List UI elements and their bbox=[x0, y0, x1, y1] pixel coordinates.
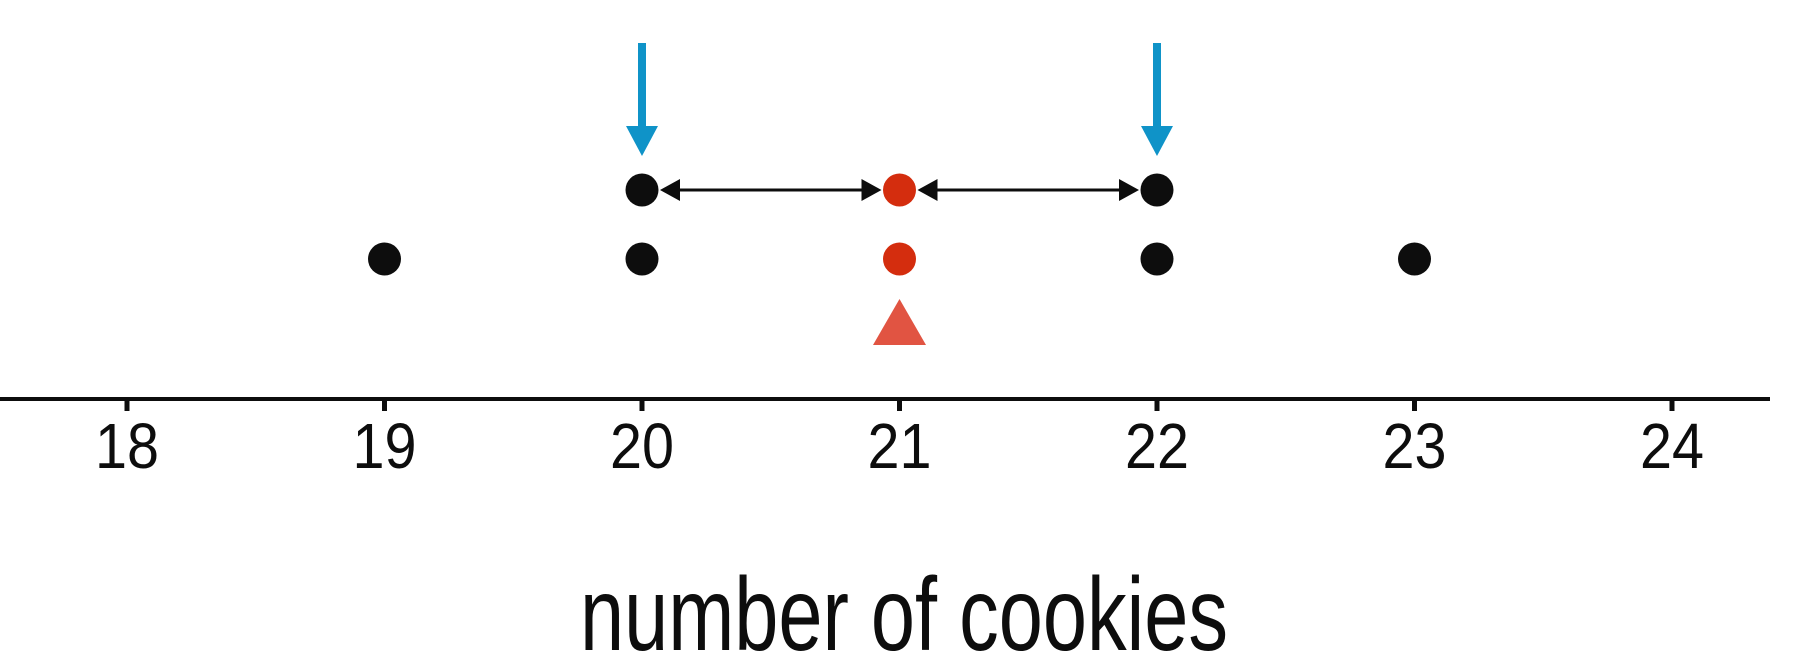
x-axis-tick-label: 18 bbox=[95, 410, 159, 482]
data-dots-group bbox=[368, 173, 1431, 276]
blue-down-arrow-icon bbox=[1141, 43, 1173, 156]
distance-arrow bbox=[660, 179, 882, 201]
blue-down-arrow-icon bbox=[626, 43, 658, 156]
distance-arrow-left-head bbox=[660, 179, 680, 201]
blue-down-arrows-group bbox=[626, 43, 1173, 156]
distance-arrow-right-head bbox=[861, 179, 882, 201]
data-dot bbox=[1140, 242, 1174, 276]
x-axis-tick-label: 23 bbox=[1383, 410, 1447, 482]
x-axis-title: number of cookies bbox=[580, 557, 1228, 660]
x-axis-tick-label: 19 bbox=[353, 410, 417, 482]
blue-arrow-shaft bbox=[1153, 43, 1161, 127]
red-data-dot bbox=[883, 242, 916, 276]
x-axis-tick-labels: 18 19 20 21 22 23 24 bbox=[95, 410, 1704, 482]
blue-arrow-head bbox=[1141, 126, 1173, 156]
blue-arrow-head bbox=[626, 126, 658, 156]
x-axis-tick-label: 24 bbox=[1640, 410, 1704, 482]
data-dot bbox=[625, 242, 659, 276]
mean-triangle-icon bbox=[873, 299, 926, 345]
red-data-dot bbox=[883, 173, 916, 207]
data-dot bbox=[1398, 242, 1431, 276]
distance-arrow-right-head bbox=[1119, 179, 1139, 201]
distance-arrow bbox=[917, 179, 1139, 201]
x-axis-tick-label: 22 bbox=[1125, 410, 1189, 482]
x-axis-tick-label: 21 bbox=[868, 410, 932, 482]
x-axis-tick-label: 20 bbox=[610, 410, 674, 482]
blue-arrow-shaft bbox=[638, 43, 646, 127]
data-dot bbox=[625, 173, 659, 207]
distance-arrows-group bbox=[660, 179, 1139, 201]
mean-marker-group bbox=[873, 299, 926, 345]
data-dot bbox=[1140, 173, 1174, 207]
distance-arrow-left-head bbox=[917, 179, 938, 201]
data-dot bbox=[368, 242, 401, 276]
x-axis bbox=[0, 397, 1770, 411]
